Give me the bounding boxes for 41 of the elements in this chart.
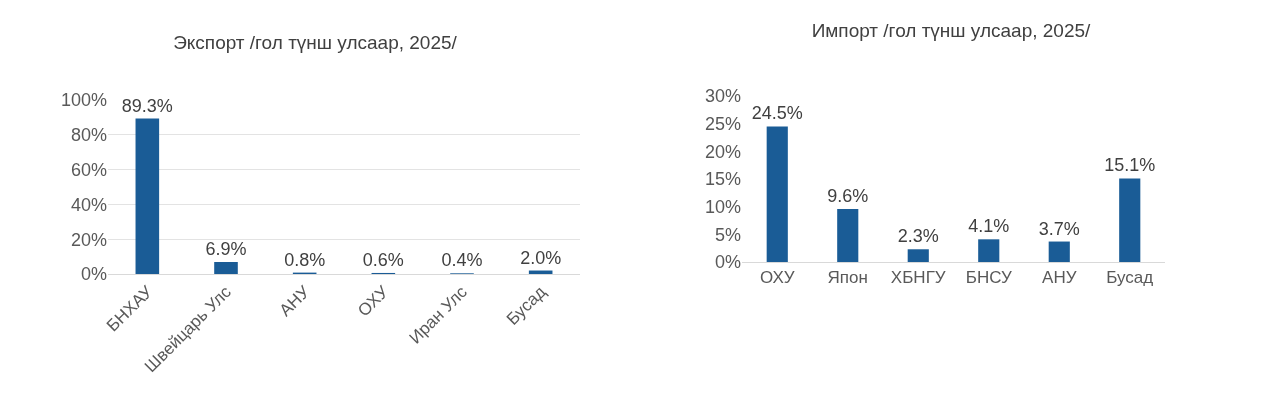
y-tick-label: 100% [60,90,107,111]
x-tick-label: Япон [827,268,868,288]
x-tick-label: БНСУ [965,268,1012,288]
data-label: 2.0% [520,247,562,268]
data-label: 0.4% [441,250,483,271]
y-tick-label: 80% [70,125,107,146]
data-label: 15.1% [1104,155,1156,176]
data-label: 24.5% [751,103,803,124]
data-label: 0.8% [284,249,326,270]
y-tick-label: 0% [714,252,741,273]
y-tick-label: 5% [714,224,741,245]
bar [837,208,859,262]
bar [907,249,929,262]
data-label: 6.9% [205,238,247,259]
data-label: 2.3% [897,226,939,247]
data-label: 4.1% [968,216,1010,237]
x-tick-label: Бусад [1106,268,1154,288]
bar [1048,241,1070,262]
y-tick-label: 0% [80,264,107,285]
y-tick-label: 60% [70,159,107,180]
data-label: 89.3% [121,95,173,116]
x-tick-label: АНУ [1042,268,1077,288]
data-label: 0.6% [362,249,404,270]
data-label: 3.7% [1038,218,1080,239]
y-tick-label: 20% [70,229,107,250]
chart-title: Импорт /гол түнш улсаар, 2025/ [811,19,1092,41]
y-tick-label: 20% [704,141,741,162]
y-tick-label: 15% [704,169,741,190]
y-tick-label: 30% [704,86,741,107]
bar [1119,178,1141,262]
data-label: 9.6% [827,185,869,206]
bar [214,261,238,274]
y-tick-label: 10% [704,196,741,217]
x-tick-label: ХБНГУ [890,268,946,288]
bar [978,239,1000,262]
y-tick-label: 40% [70,194,107,215]
y-tick-label: 25% [704,113,741,134]
bar [135,118,160,274]
chart-title: Экспорт /гол түнш улсаар, 2025/ [173,31,458,53]
x-tick-label: ОХУ [759,268,795,288]
bar [766,126,788,262]
